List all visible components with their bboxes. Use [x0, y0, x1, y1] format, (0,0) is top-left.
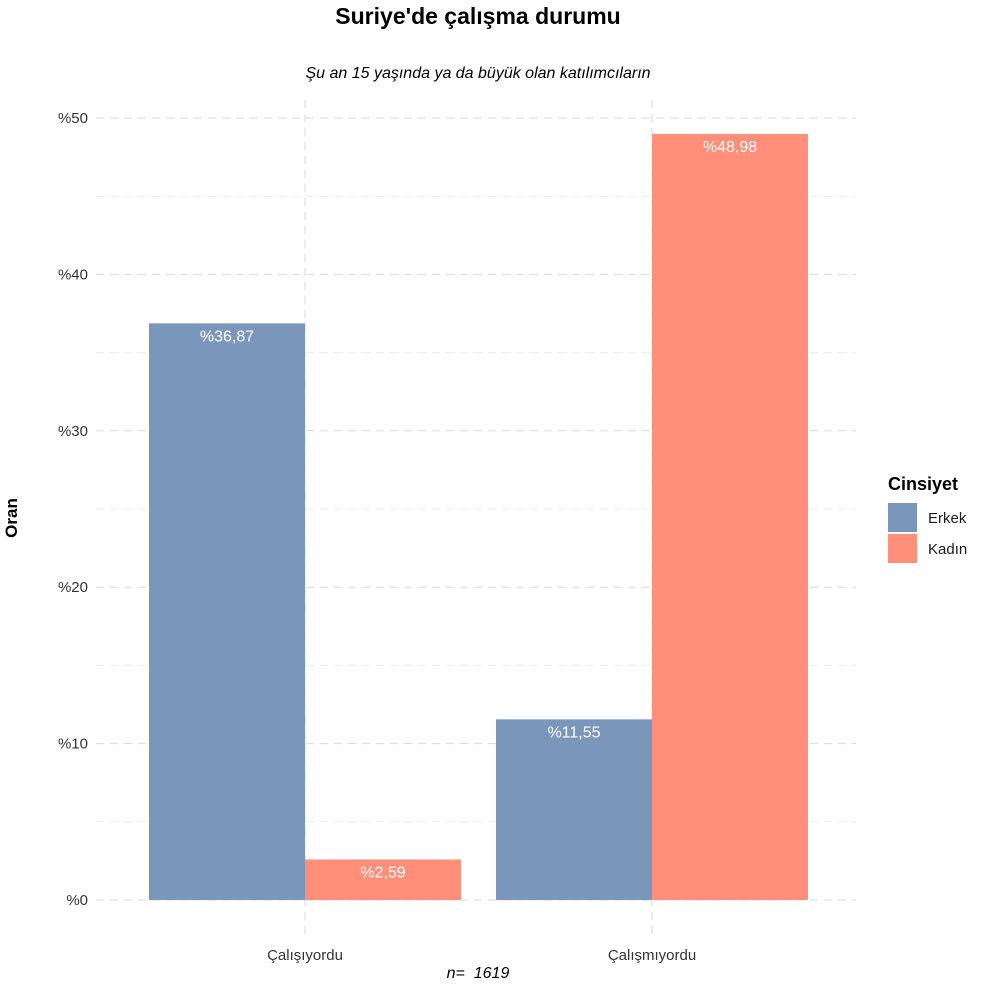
chart-title: Suriye'de çalışma durumu [335, 3, 620, 29]
bar-erkek [496, 719, 652, 900]
bar-kad-n [652, 133, 808, 900]
y-tick-label: %0 [66, 892, 88, 909]
bar-value-label: %36,87 [200, 328, 254, 345]
y-axis-title: Oran [2, 498, 21, 538]
legend-label: Kadın [928, 541, 967, 558]
y-tick-label: %40 [58, 266, 88, 283]
bar-kad-n [305, 859, 461, 900]
legend: Cinsiyet Erkek Kadın [888, 474, 967, 563]
bar-value-label: %2,59 [360, 864, 405, 881]
chart-subtitle: Şu an 15 yaşında ya da büyük olan katılı… [305, 65, 650, 82]
x-tick-label: Çalışıyordu [267, 947, 343, 964]
bar-value-label: %11,55 [547, 724, 600, 741]
y-tick-label: %30 [58, 423, 88, 440]
legend-swatch [888, 534, 917, 563]
bars [149, 133, 808, 900]
bar-value-label: %48,98 [703, 139, 757, 156]
x-tick-label: Çalışmıyordu [608, 947, 696, 964]
y-tick-label: %50 [58, 110, 88, 127]
bar-erkek [149, 323, 305, 900]
y-tick-label: %10 [58, 736, 88, 753]
legend-items: Erkek Kadın [888, 503, 967, 563]
sample-size-caption: n= 1619 [447, 965, 510, 982]
legend-label: Erkek [928, 510, 967, 527]
legend-swatch [888, 503, 917, 532]
y-tick-label: %20 [58, 579, 88, 596]
legend-title: Cinsiyet [888, 474, 958, 494]
bar-value-labels: %36,87 %11,55 %2,59 %48,98 [200, 139, 757, 882]
x-axis-ticks: Çalışıyordu Çalışmıyordu [267, 947, 696, 964]
y-axis-ticks: %0 %10 %20 %30 %40 %50 [58, 110, 88, 909]
